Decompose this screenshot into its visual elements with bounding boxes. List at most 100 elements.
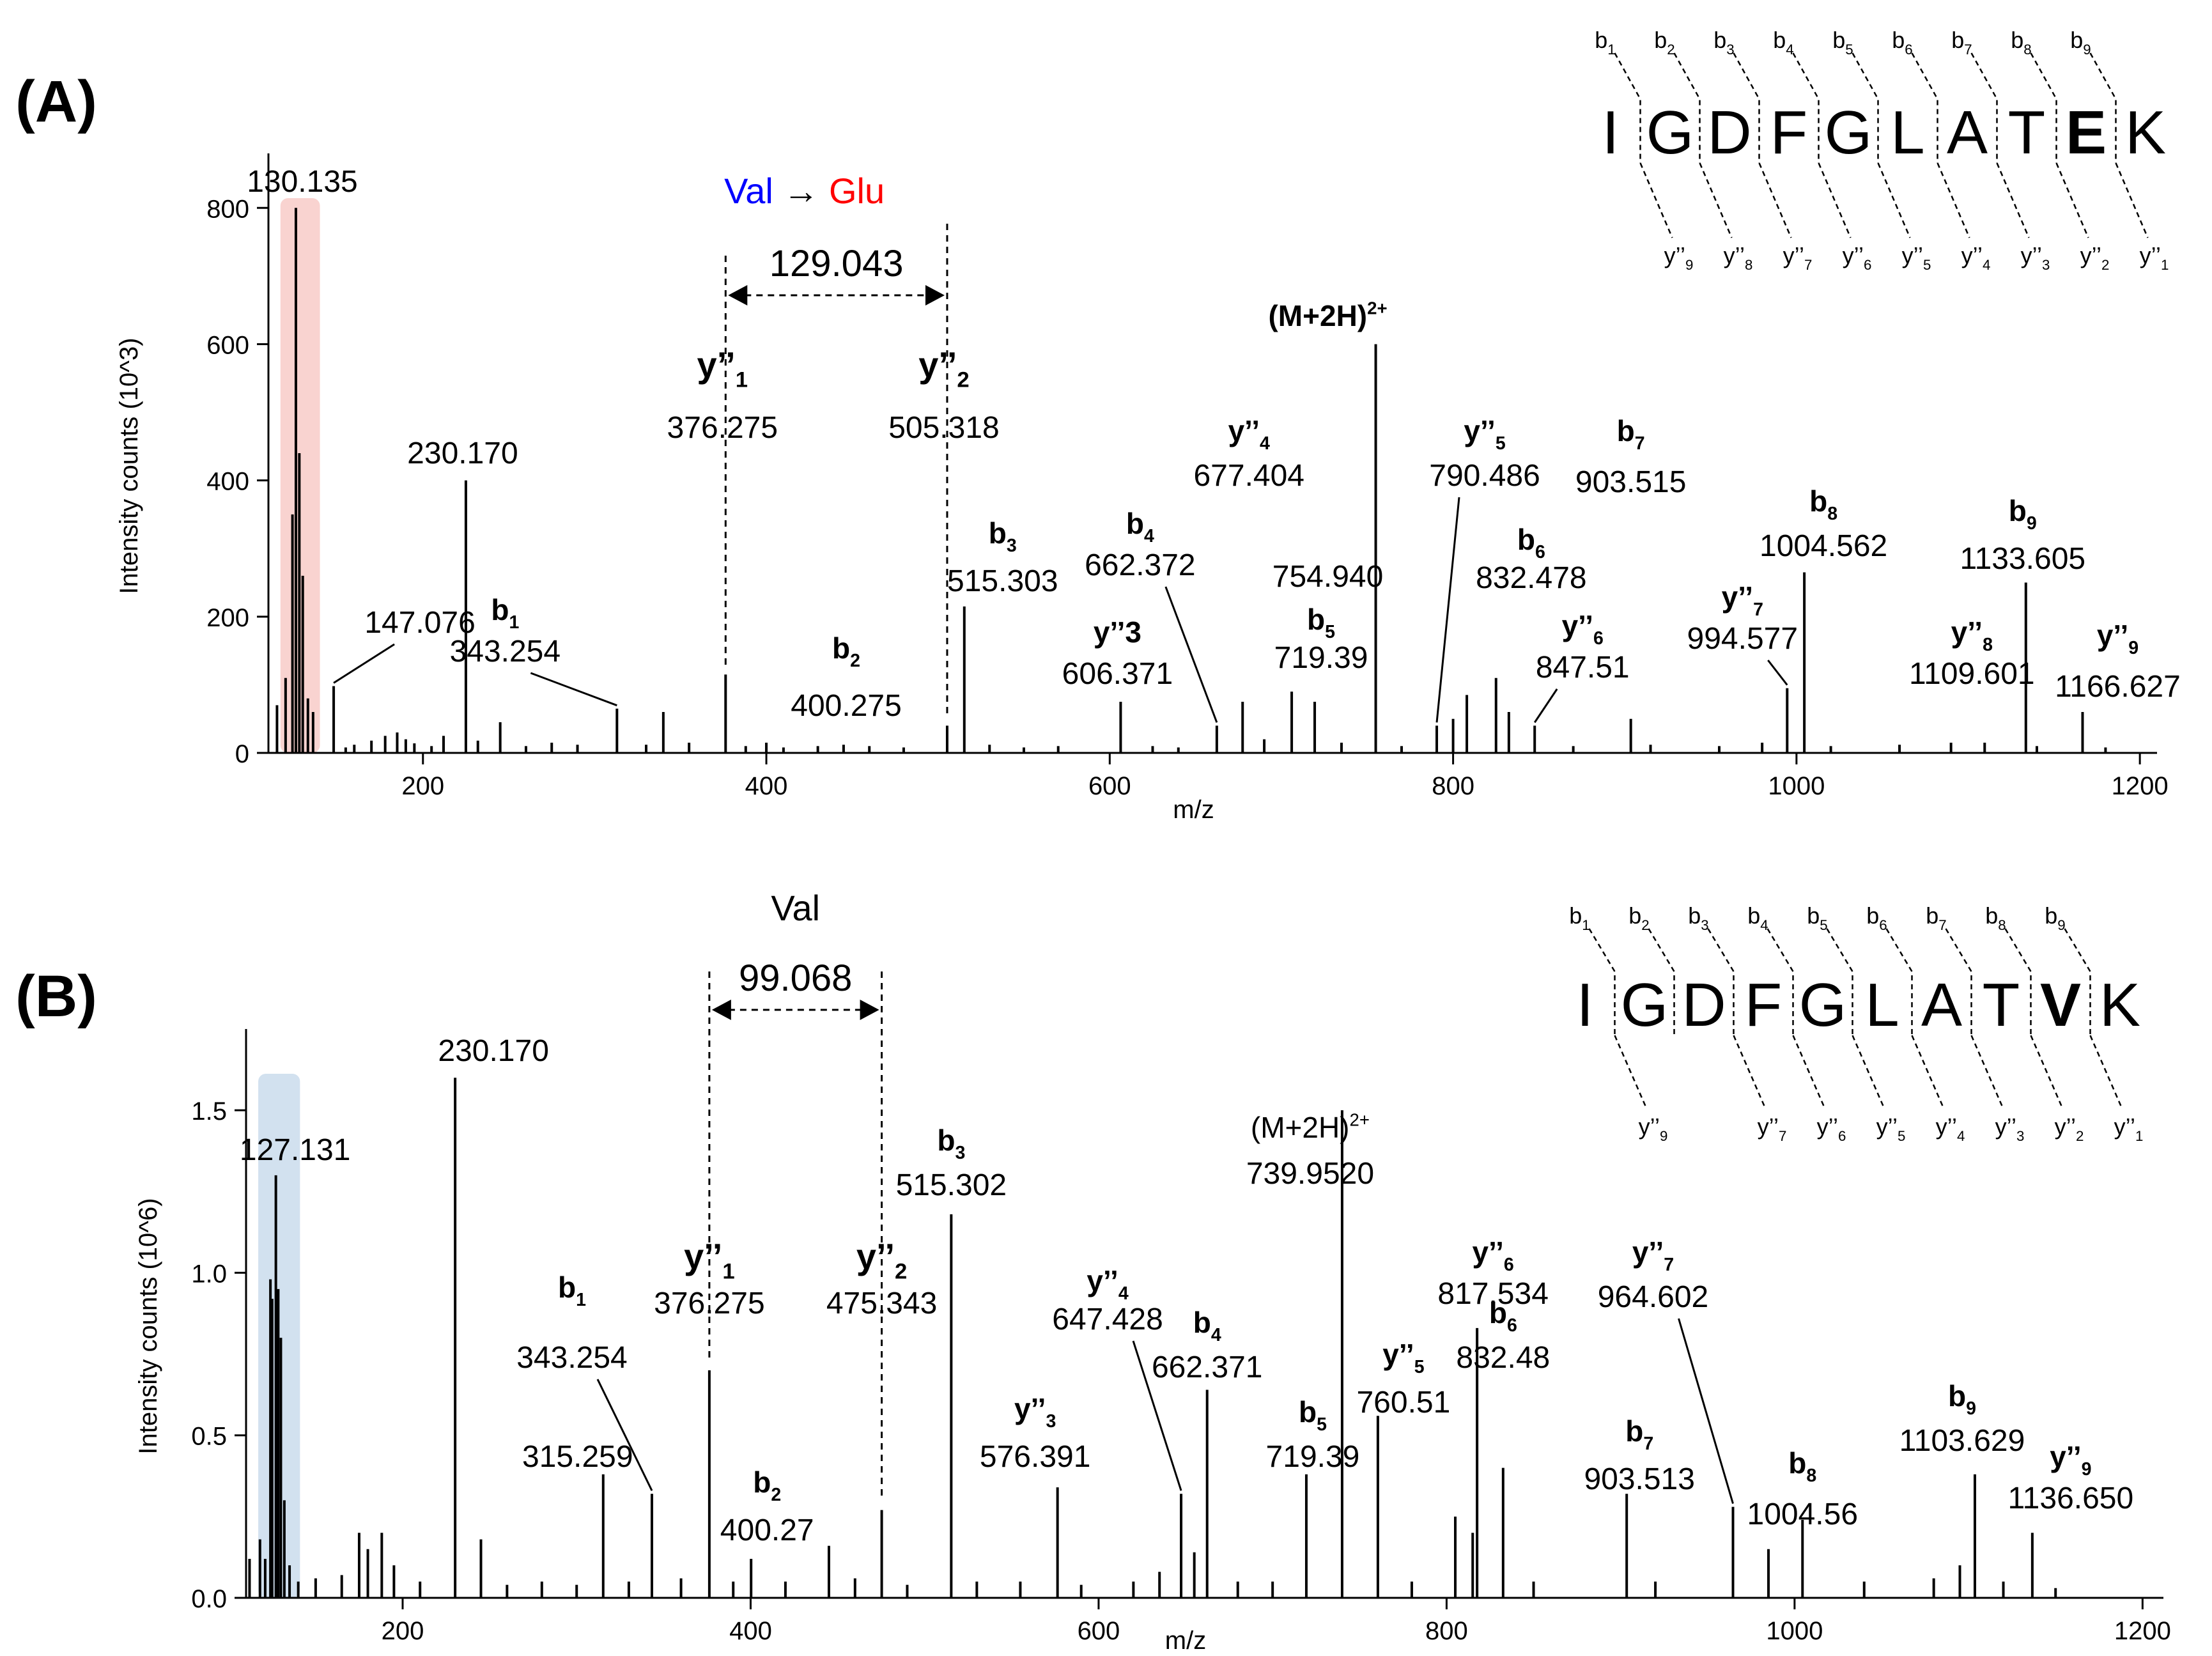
panel-a-ion-label: y’’6 (1562, 609, 1604, 649)
panel-b-ion-label-part: b (1625, 1414, 1643, 1448)
panel-a-y-ion-part: 4 (1983, 257, 1990, 273)
panel-b-ion-label-part: b (558, 1271, 576, 1304)
panel-b-b-cleavage (1648, 928, 1675, 1035)
panel-b-ion-label-part: y’’ (1632, 1235, 1664, 1269)
panel-a-residue: K (2125, 98, 2166, 167)
panel-b-ion-label-part: 4 (1211, 1325, 1221, 1345)
panel-b-y-ion: y’’4 (1936, 1113, 1965, 1144)
panel-b-peak-label: 719.39 (1266, 1440, 1360, 1474)
panel-b-b-cleavage (1707, 928, 1735, 1035)
panel-b-b-ion-part: 6 (1879, 917, 1887, 933)
panel-b-ion-label: y’’9 (2050, 1440, 2091, 1480)
panel-b-ion-label: y’’7 (1632, 1235, 1674, 1275)
panel-a-y-cleavage (2115, 162, 2149, 238)
panel-a-peak-label: 147.076 (364, 606, 476, 640)
panel-a-ion-label-part: b (1517, 523, 1535, 556)
panel-b-ion-label-part: b (937, 1124, 955, 1157)
panel-b-ion-label-part: 7 (1664, 1255, 1674, 1275)
panel-b-peak-label: 647.428 (1052, 1303, 1163, 1336)
panel-a-b-ion-part: b (1951, 27, 1964, 53)
panel-a-y-ion-part: 1 (2161, 257, 2169, 273)
panel-b-ion-label-part: b (1489, 1296, 1507, 1329)
panel-a-y-ion: y’’7 (1783, 242, 1813, 273)
panel-a-y-ion-part: y’’ (1961, 242, 1983, 268)
panel-b-y-cleavage (1614, 1035, 1648, 1110)
panel-b-x-tick-label: 800 (1425, 1617, 1468, 1645)
panel-b-b-ion: b8 (1985, 902, 2006, 933)
panel-a-residue: E (2066, 98, 2107, 167)
panel-a-residue: F (1770, 98, 1808, 167)
panel-b-ion-label: b6 (1489, 1296, 1517, 1336)
panel-a-x-tick-label: 600 (1088, 772, 1131, 800)
panel-b-y-ion-part: y’’ (1639, 1113, 1660, 1140)
panel-a-b-ion-part: 2 (1667, 42, 1674, 58)
panel-b-substitution: Val (771, 888, 820, 928)
panel-a-peak-label: 515.303 (947, 564, 1058, 598)
panel-a-b-ion: b9 (2070, 27, 2091, 58)
panel-a-ion-label-part: b (1809, 484, 1827, 518)
panel-b-peak-label: 127.131 (240, 1133, 351, 1167)
panel-a-ion-label-part: 6 (1593, 628, 1604, 649)
panel-a-ion-label-part: y’’ (1951, 615, 1983, 649)
panel-a-ion-label-part: 6 (1535, 542, 1545, 562)
panel-a-y-tick-label: 600 (206, 331, 249, 359)
panel-b-b-ion-part: b (1807, 902, 1820, 929)
panel-b-b-ion: b7 (1926, 902, 1946, 933)
panel-b-b-ion: b1 (1569, 902, 1589, 933)
panel-a-peak-label: 847.51 (1536, 651, 1630, 685)
panel-a-ion-label-part: y’’ (1228, 414, 1260, 447)
panel-b-b-cleavage (1767, 928, 1794, 1035)
panel-a-y-cleavage (2055, 162, 2089, 238)
panel-b-ion-label-part: y’’ (1087, 1264, 1118, 1297)
panel-a-y-ion-part: 7 (1804, 257, 1812, 273)
panel-b-ion-label: (M+2H)2+ (1251, 1110, 1370, 1144)
panel-a-b-ion-part: 7 (1964, 42, 1972, 58)
panel-a-b-ion: b5 (1832, 27, 1853, 58)
panel-a-b-ion-part: 6 (1905, 42, 1912, 58)
panel-b-peak-label: 515.302 (896, 1168, 1007, 1202)
panel-b-mass-diff-label: 99.068 (739, 957, 852, 999)
panel-a-ion-label-part: (M+2H) (1268, 299, 1367, 332)
panel-a-x-tick-label: 200 (401, 772, 444, 800)
panel-a-substitution-part: → (773, 171, 829, 211)
panel-a-y-ion: y’’5 (1902, 242, 1931, 273)
panel-b-peak-label: 230.170 (438, 1034, 549, 1068)
panel-b-y-cleavage (2030, 1035, 2064, 1110)
panel-a-arrowhead-right (925, 285, 945, 306)
panel-b-ion-label-part: 6 (1507, 1315, 1517, 1336)
panel-b-ion-label-part: y’’ (1472, 1235, 1503, 1269)
panel-b-label: (B) (15, 964, 97, 1029)
panel-b-b-ion-part: 7 (1938, 917, 1946, 933)
panel-a-y-tick-label: 400 (206, 468, 249, 496)
panel-a-b-ion-part: b (1713, 27, 1726, 53)
panel-a-b-ion: b1 (1595, 27, 1615, 58)
panel-b-residue: T (1983, 971, 2020, 1039)
panel-a-substitution: Val → Glu (724, 171, 885, 211)
panel-b-leader-line (1678, 1318, 1734, 1505)
panel-a-ion-label: b5 (1307, 603, 1335, 642)
panel-a-y-tick-label: 200 (206, 604, 249, 632)
panel-b-y-ion-part: y’’ (1936, 1113, 1957, 1140)
panel-a-ion-label-part: 7 (1635, 433, 1645, 454)
panel-a-y-ion: y’’6 (1843, 242, 1872, 273)
panel-b-peak-label: 760.51 (1356, 1386, 1450, 1420)
panel-b-peak-label: 903.513 (1584, 1462, 1695, 1496)
panel-b-peak-label: 964.602 (1598, 1280, 1709, 1314)
panel-a-ion-label-part: 9 (2027, 513, 2037, 534)
panel-a-ion-label-part: b (989, 516, 1007, 550)
panel-a-x-tick-label: 1000 (1768, 772, 1825, 800)
panel-a-ion-label: b4 (1126, 507, 1154, 546)
panel-a-peak-label: 230.170 (407, 437, 518, 470)
panel-a-y-cleavage (1699, 162, 1733, 238)
panel-b-ion-label-part: 1 (722, 1260, 734, 1284)
panel-b-ion-label: y’’4 (1087, 1264, 1128, 1304)
panel-a-y-axis-label: Intensity counts (10^3) (115, 337, 143, 594)
panel-b-x-tick-label: 200 (382, 1617, 424, 1645)
panel-a-y-ion-part: y’’ (1843, 242, 1864, 268)
panel-b-b-ion-part: 3 (1701, 917, 1708, 933)
panel-a-ion-label-part: 1 (509, 612, 519, 633)
panel-b-ion-label-part: 2+ (1350, 1110, 1370, 1130)
panel-a-ion-label-part: b (1126, 507, 1144, 540)
panel-b-ion-label-part: b (753, 1466, 771, 1499)
panel-b-x-tick-label: 1000 (1766, 1617, 1823, 1645)
